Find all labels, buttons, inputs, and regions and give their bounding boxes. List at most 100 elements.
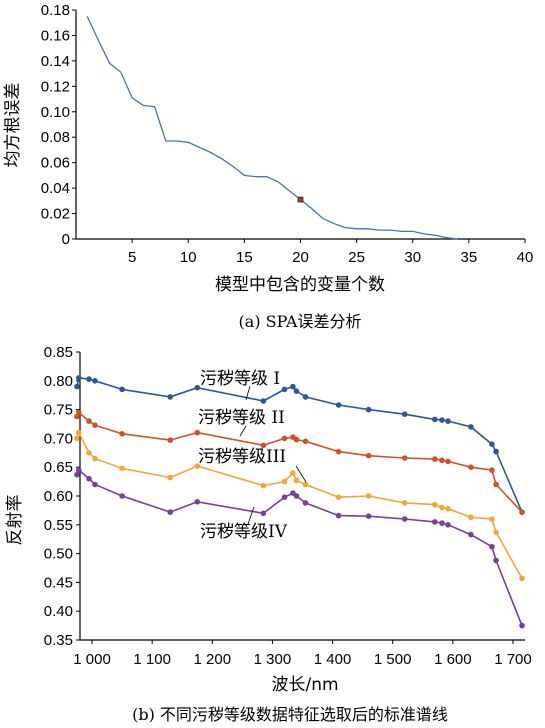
chart-a-ytick-label: 0.18 — [41, 2, 70, 19]
chart-a-ytick-label: 0.12 — [41, 78, 70, 95]
chart-b-series-2-point — [302, 438, 309, 445]
chart-b-series-3-point — [489, 516, 495, 522]
chart-b-series-1-point — [194, 384, 201, 391]
chart-b-series-4-point — [445, 522, 451, 528]
chart-b-series-1-point — [468, 424, 474, 430]
leader-series-4 — [247, 506, 255, 525]
chart-b-series-1-point — [445, 418, 451, 424]
chart-b-series-4-point — [194, 499, 201, 505]
chart-b-series-1-point — [365, 406, 372, 413]
chart-b-series-3-point — [519, 575, 525, 582]
chart-b-series-3-point — [445, 505, 451, 512]
leader-series-3 — [295, 465, 307, 483]
chart-b: 0.35 0.40 0.45 0.50 0.55 0.60 0.65 0.70 0.75 0.80… — [5, 344, 532, 724]
chart-a-ylabel: 均方根误差 — [3, 83, 23, 168]
chart-a-ytick-label: 0.16 — [41, 27, 70, 44]
chart-b-ytick-label: 0.60 — [44, 488, 73, 505]
chart-b-series-1-point — [302, 394, 309, 400]
chart-b-series-1 — [74, 375, 525, 515]
chart-b-series-4-point — [489, 543, 495, 550]
chart-b-ytick-label: 0.70 — [44, 430, 73, 447]
chart-b-series-2-point — [76, 409, 82, 416]
chart-b-series-4-point — [401, 516, 408, 522]
chart-b-xtick-label: 1 300 — [254, 651, 292, 668]
chart-b-series-4-point — [86, 475, 92, 482]
chart-b-series-3-point — [119, 465, 125, 472]
chart-b-series-2-point — [293, 436, 300, 443]
chart-b-series-4-point — [493, 557, 499, 564]
chart-a: 0 0.02 0.04 0.06 0.08 0.10 0.12 0.14 0.16 0.18 5 1… — [3, 2, 533, 331]
chart-a-ytick-label: 0.10 — [41, 104, 70, 121]
chart-a-xtick-label: 40 — [517, 249, 534, 266]
chart-b-series-3 — [74, 429, 525, 582]
chart-b-series-2-point — [519, 509, 525, 515]
chart-b-xlabel: 波长/nm — [271, 675, 338, 695]
chart-b-series-4 — [74, 467, 525, 629]
chart-b-series-4-point — [302, 500, 309, 506]
chart-b-series-3-point — [74, 435, 80, 442]
chart-b-series-2-point — [92, 422, 98, 429]
chart-b-series-3-point — [86, 450, 92, 456]
leader-series-1 — [245, 385, 251, 401]
chart-b-series-2-point — [335, 448, 342, 455]
chart-b-series-3-point — [194, 463, 201, 469]
chart-b-series-3-point — [302, 481, 309, 488]
chart-a-ytick-label: 0 — [62, 231, 70, 248]
chart-b-ylabel: 反射率 — [5, 495, 25, 546]
chart-b-series-2-point — [493, 481, 499, 488]
chart-b-series-3-line — [76, 430, 523, 579]
chart-b-series-2-point — [439, 457, 445, 464]
chart-b-series-2-point — [119, 431, 125, 437]
chart-b-series-1-point — [86, 376, 92, 382]
chart-b-series-1-point — [260, 398, 267, 404]
chart-b-xtick-label: 1 700 — [494, 651, 532, 668]
chart-b-xtick-label: 1 200 — [194, 651, 232, 668]
chart-b-series-4-point — [92, 481, 98, 488]
chart-b-series-3-point — [167, 474, 173, 481]
chart-b-series-4-point — [335, 512, 342, 519]
chart-b-series-4-point — [439, 520, 445, 526]
chart-b-series-2-point — [401, 455, 408, 461]
chart-b-series-1-point — [76, 375, 82, 381]
chart-b-series-1-point — [74, 383, 80, 390]
chart-b-series-2-point — [281, 435, 288, 442]
chart-b-xtick-label: 1 500 — [374, 651, 412, 668]
chart-b-series-4-point — [293, 493, 300, 499]
chart-b-series-4-point — [365, 513, 372, 519]
chart-a-ytick-label: 0.02 — [41, 206, 70, 223]
chart-b-series-4-point — [281, 494, 288, 501]
chart-a-caption: (a) SPA误差分析 — [239, 312, 362, 331]
chart-b-ytick-label: 0.55 — [44, 517, 73, 534]
chart-b-series-3-point — [365, 493, 372, 499]
chart-b-series-2-point — [167, 437, 173, 443]
chart-b-series-1-point — [489, 441, 495, 448]
chart-b-series-4-point — [119, 493, 125, 499]
chart-b-series-2-point — [194, 429, 201, 436]
chart-b-series-2-point — [432, 456, 438, 462]
chart-b-series-1-point — [439, 417, 445, 423]
chart-a-xtick-label: 30 — [404, 249, 421, 266]
chart-b-series-3-point — [92, 455, 98, 462]
chart-b-series-4-point — [260, 510, 267, 517]
chart-a-xtick-label: 5 — [128, 249, 136, 266]
chart-b-series-3-point — [493, 529, 499, 536]
chart-b-series-1-point — [335, 402, 342, 408]
label-series-3: 污秽等级III — [198, 447, 286, 467]
chart-a-series-line — [86, 16, 458, 240]
chart-b-ytick-label: 0.35 — [44, 632, 73, 649]
chart-b-series-1-point — [432, 416, 438, 423]
chart-b-series-3-point — [290, 470, 296, 476]
chart-b-series-4-point — [167, 509, 173, 515]
chart-b-series-1-point — [167, 394, 173, 400]
chart-b-ytick-label: 0.75 — [44, 402, 73, 419]
chart-b-series-2-point — [260, 442, 267, 449]
chart-a-ytick-label: 0.08 — [41, 129, 70, 146]
chart-b-ytick-label: 0.80 — [44, 373, 73, 390]
chart-b-ytick-label: 0.65 — [44, 459, 73, 476]
chart-a-ytick-label: 0.06 — [41, 155, 70, 172]
chart-b-ytick-label: 0.40 — [44, 603, 73, 620]
label-series-1: 污秽等级 I — [200, 369, 280, 389]
chart-a-selected-point — [297, 196, 304, 203]
chart-a-ytick-label: 0.14 — [41, 53, 70, 70]
